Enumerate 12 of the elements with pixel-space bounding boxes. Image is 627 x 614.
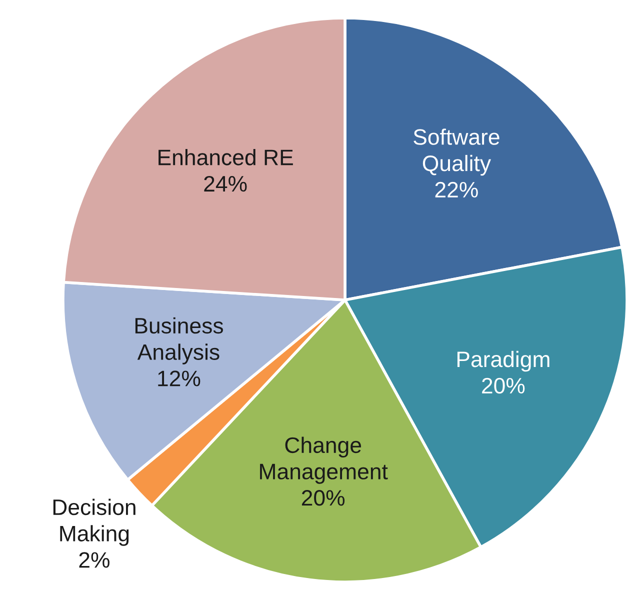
slice-label: Business Analysis — [135, 317, 223, 364]
slice-label: Decision Making — [53, 498, 136, 546]
slice-label: Enhanced RE — [158, 149, 293, 166]
data-label: 20% — [482, 378, 525, 394]
slice-label: Change Management — [260, 436, 388, 484]
data-label: 20% — [302, 490, 345, 506]
slice-label: Paradigm — [457, 350, 550, 372]
data-label: 2% — [79, 552, 110, 568]
data-label: 12% — [158, 370, 200, 386]
data-label: 22% — [435, 182, 478, 198]
data-label: 24% — [204, 176, 247, 192]
slice-label: Software Quality — [414, 128, 500, 176]
